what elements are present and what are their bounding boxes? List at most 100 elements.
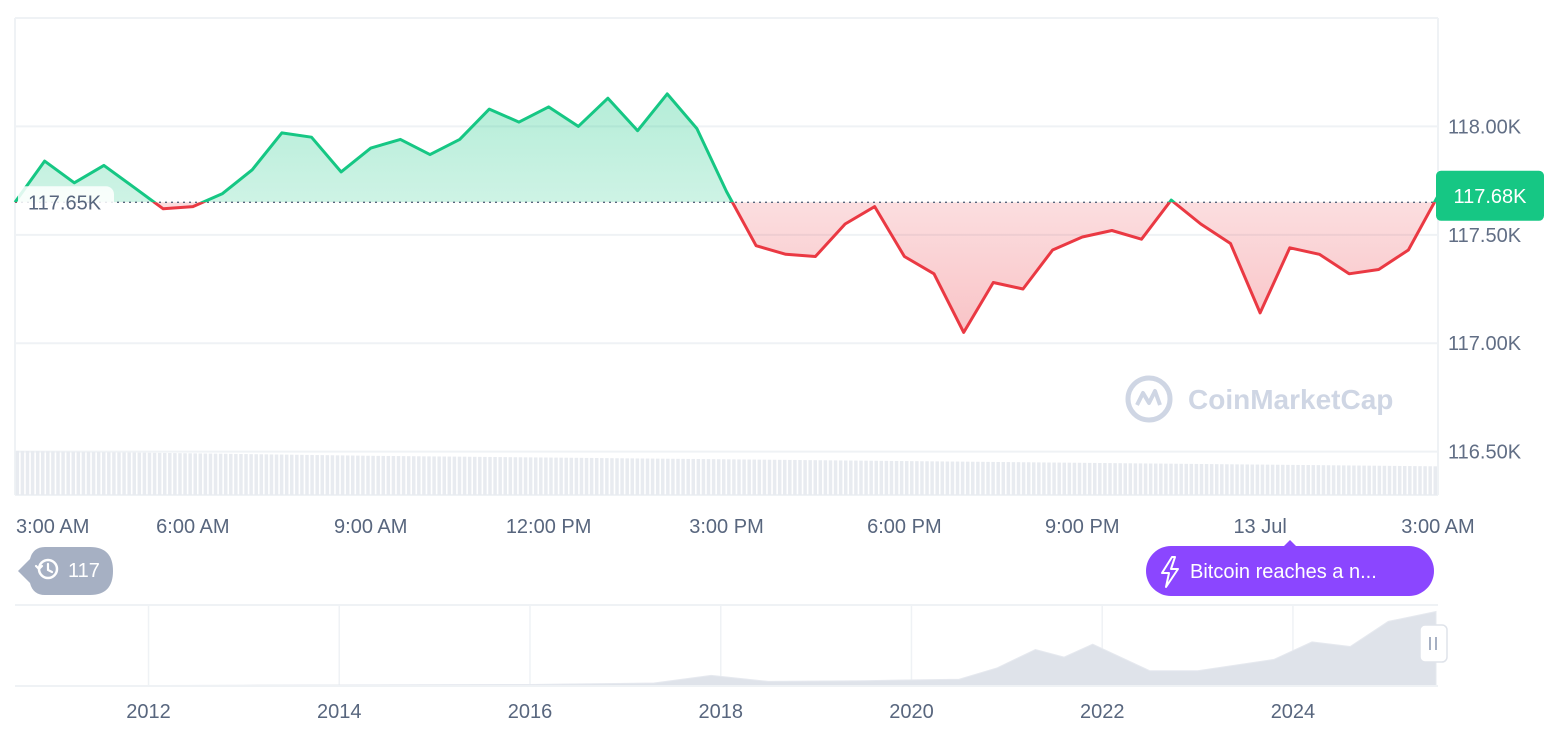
volume-bar — [269, 454, 274, 495]
y-tick-label: 117.00K — [1448, 333, 1522, 355]
watermark-text: CoinMarketCap — [1188, 384, 1393, 415]
volume-bar — [955, 461, 960, 495]
volume-bar — [1087, 462, 1092, 495]
current-price-badge: 117.68K — [1436, 170, 1544, 221]
volume-bar — [600, 458, 604, 495]
volume-bar — [15, 450, 20, 495]
volume-bar — [884, 460, 889, 495]
volume-bar — [157, 452, 162, 495]
volume-bar — [950, 461, 955, 495]
volume-bar — [1006, 462, 1011, 495]
lightning-icon — [1161, 556, 1179, 588]
volume-bar — [833, 460, 838, 495]
history-clock-icon — [34, 558, 59, 580]
range-handle[interactable] — [1419, 624, 1448, 663]
volume-bar — [696, 459, 701, 495]
plot-frame — [14, 17, 1439, 496]
volume-bar — [41, 451, 45, 495]
volume-bar — [788, 459, 792, 495]
volume-bar — [315, 455, 319, 495]
volume-bar — [767, 459, 772, 495]
y-tick-label: 116.50K — [1448, 442, 1522, 464]
volume-bar — [681, 458, 685, 495]
volume-bar — [655, 458, 660, 495]
volume-bar — [366, 455, 370, 495]
range-navigator[interactable]: 2012 2014 2016 2018 2020 2022 2024 — [14, 604, 1448, 723]
volume-bar — [351, 455, 355, 495]
volume-bar — [1113, 463, 1117, 495]
volume-bar — [584, 457, 589, 495]
volume-bar — [132, 452, 136, 495]
coinmarketcap-logo-icon — [1125, 375, 1173, 423]
volume-bar — [1118, 463, 1122, 495]
navigator-tick-label: 2016 — [508, 701, 553, 723]
volume-bar — [640, 458, 645, 495]
volume-bar — [422, 456, 426, 495]
volume-bar — [203, 453, 208, 495]
volume-bar — [930, 461, 934, 495]
volume-bar — [783, 459, 787, 495]
volume-bar — [559, 457, 563, 495]
volume-bar — [127, 452, 131, 495]
x-tick-label: 9:00 PM — [1045, 516, 1119, 538]
volume-bar — [1260, 464, 1265, 495]
volume-bar — [635, 458, 640, 495]
volume-bar — [1240, 464, 1244, 495]
volume-bar — [66, 451, 70, 495]
volume-bar — [513, 457, 518, 495]
volume-bar — [325, 455, 330, 495]
volume-bar — [1093, 462, 1097, 495]
volume-bar — [162, 452, 167, 495]
reference-label: 117.65K — [18, 186, 114, 219]
volume-bar — [1397, 465, 1402, 495]
volume-bar — [284, 454, 289, 495]
volume-bar — [76, 451, 81, 495]
volume-bar — [117, 452, 121, 495]
volume-bar — [112, 452, 116, 495]
volume-bar — [340, 455, 345, 495]
volume-bar — [259, 454, 264, 495]
volume-bar — [244, 454, 248, 495]
volume-bar — [168, 453, 172, 495]
volume-bar — [737, 459, 741, 495]
volume-bar — [488, 456, 492, 495]
volume-bar — [56, 451, 60, 495]
volume-bar — [859, 460, 863, 495]
volume-bar — [1235, 464, 1239, 495]
volume-bar — [452, 456, 457, 495]
volume-bar — [803, 460, 807, 495]
volume-bar — [1347, 465, 1351, 495]
volume-bar — [1275, 464, 1280, 495]
x-tick-label: 3:00 PM — [689, 516, 763, 538]
volume-bar — [854, 460, 858, 495]
volume-bar — [1159, 463, 1163, 495]
volume-bar — [1067, 462, 1072, 495]
x-tick-label: 9:00 AM — [334, 516, 407, 538]
volume-bar — [1133, 463, 1138, 495]
volume-bar — [620, 458, 624, 495]
history-badge[interactable]: 117 — [18, 547, 113, 595]
volume-bar — [427, 456, 431, 495]
volume-bar — [1062, 462, 1067, 495]
volume-bar — [81, 451, 86, 495]
volume-bar — [711, 459, 716, 495]
volume-bar — [1387, 465, 1392, 495]
volume-bar — [1357, 465, 1361, 495]
volume-bar — [1326, 465, 1331, 495]
volume-bar — [910, 461, 914, 495]
volume-bar — [1372, 465, 1377, 495]
volume-bar — [1296, 464, 1300, 495]
current-price-text: 117.68K — [1453, 186, 1527, 208]
volume-bar — [1382, 465, 1387, 495]
volume-bar — [1352, 465, 1356, 495]
news-badge[interactable]: Bitcoin reaches a n... — [1146, 540, 1434, 596]
volume-bar — [772, 459, 777, 495]
volume-bar — [142, 452, 147, 495]
volume-bar — [630, 458, 635, 495]
volume-bar — [920, 461, 924, 495]
volume-bar — [828, 460, 833, 495]
volume-bar — [879, 460, 884, 495]
volume-bar — [122, 452, 126, 495]
volume-bar — [1103, 463, 1107, 495]
